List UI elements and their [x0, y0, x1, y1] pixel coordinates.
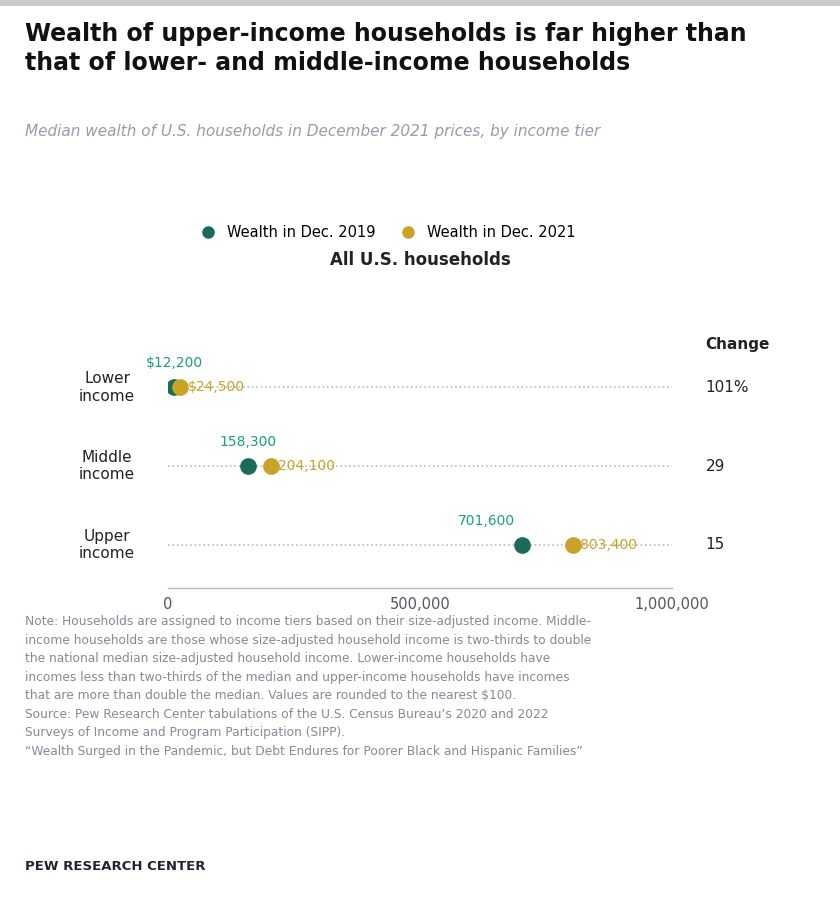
- Text: 204,100: 204,100: [278, 459, 335, 473]
- Text: Lower
income: Lower income: [79, 371, 135, 403]
- Text: $24,500: $24,500: [187, 381, 244, 394]
- Text: Note: Households are assigned to income tiers based on their size-adjusted incom: Note: Households are assigned to income …: [25, 615, 591, 758]
- Text: Upper
income: Upper income: [79, 529, 135, 561]
- Text: Median wealth of U.S. households in December 2021 prices, by income tier: Median wealth of U.S. households in Dece…: [25, 124, 601, 139]
- Text: Middle
income: Middle income: [79, 450, 135, 482]
- Text: 803,400: 803,400: [580, 538, 637, 552]
- Text: All U.S. households: All U.S. households: [329, 251, 511, 269]
- Text: 158,300: 158,300: [219, 435, 276, 449]
- Text: $12,200: $12,200: [145, 357, 202, 370]
- Text: PEW RESEARCH CENTER: PEW RESEARCH CENTER: [25, 860, 206, 873]
- Text: Wealth of upper-income households is far higher than
that of lower- and middle-i: Wealth of upper-income households is far…: [25, 22, 747, 75]
- Text: Change: Change: [706, 337, 770, 352]
- Text: 15: 15: [706, 537, 725, 552]
- Text: 29: 29: [706, 459, 725, 473]
- Text: 701,600: 701,600: [458, 514, 515, 527]
- Legend: Wealth in Dec. 2019, Wealth in Dec. 2021: Wealth in Dec. 2019, Wealth in Dec. 2021: [188, 219, 581, 246]
- Text: 101%: 101%: [706, 380, 749, 395]
